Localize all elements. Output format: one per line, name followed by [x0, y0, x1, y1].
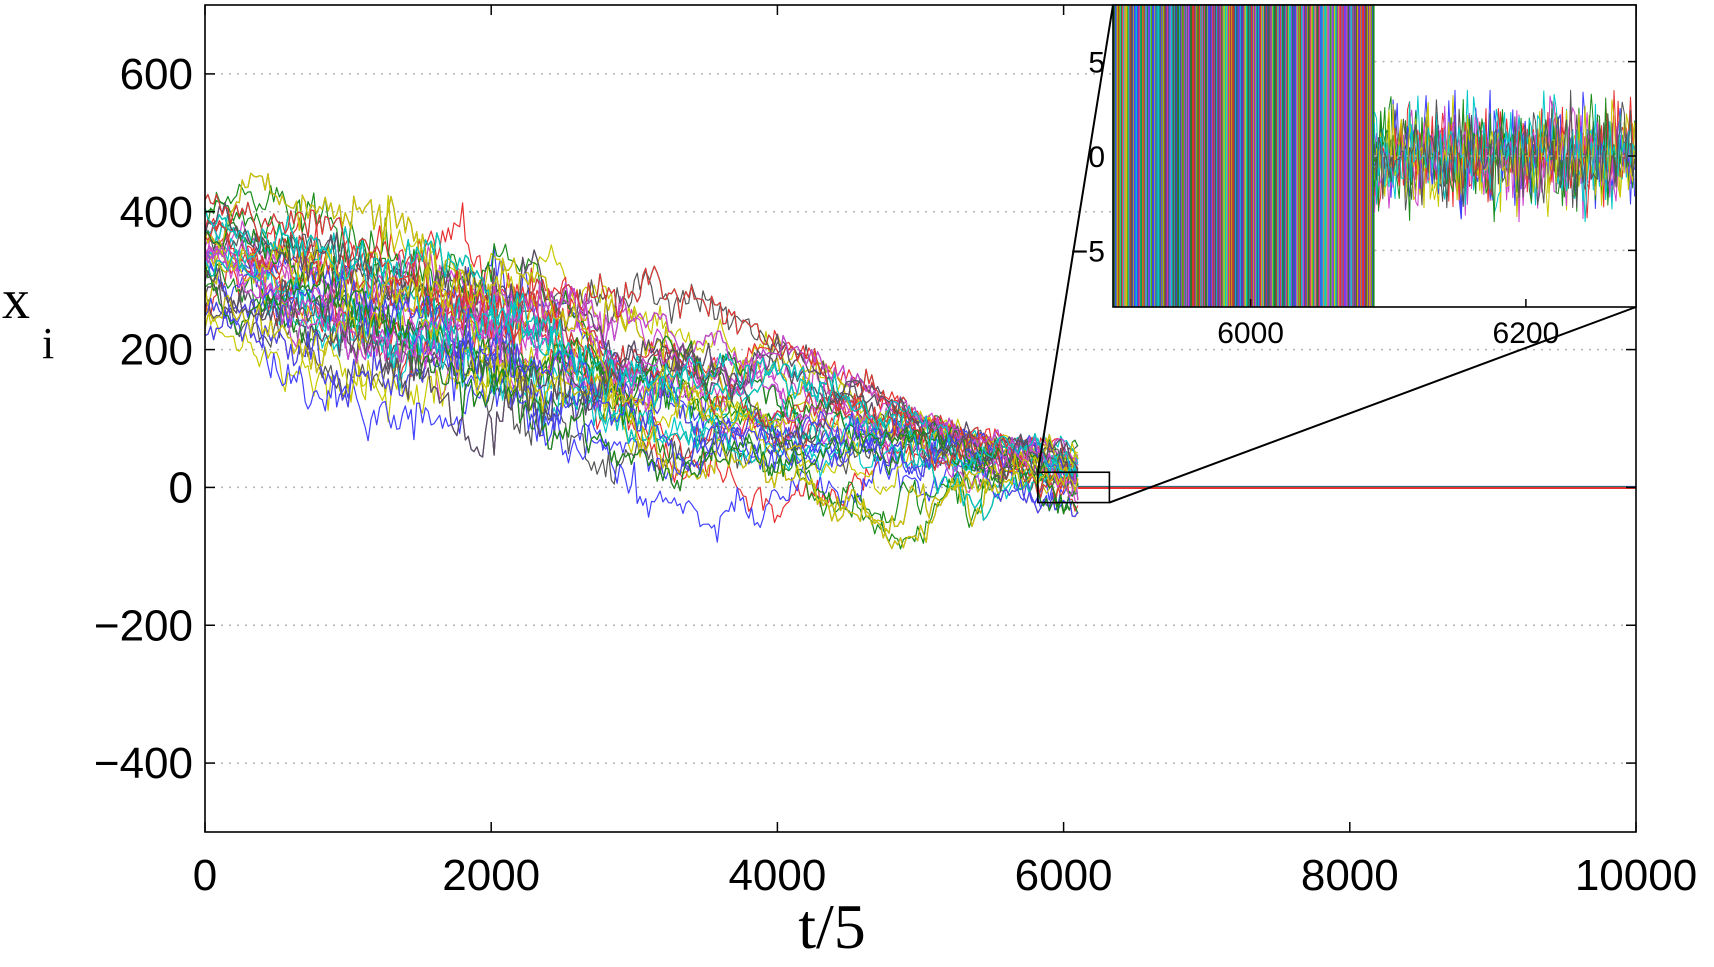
inset-x-tick-label: 6000 — [1217, 317, 1284, 350]
y-tick-label: 400 — [120, 188, 193, 237]
y-tick-label: −400 — [94, 739, 193, 788]
inset-y-tick-labels: −5 0 5 — [1071, 47, 1105, 269]
y-tick-label: 200 — [120, 326, 193, 375]
inset-plot: −5 0 5 6000 6200 — [1071, 4, 1637, 350]
x-tick-label: 4000 — [728, 851, 826, 900]
y-tick-label: 0 — [169, 463, 193, 512]
trajectory-line — [204, 207, 1079, 478]
inset-tick-marks — [1249, 60, 1636, 307]
trajectory-line — [204, 245, 1079, 501]
x-tick-label: 2000 — [442, 851, 540, 900]
trajectory-series — [204, 172, 1079, 550]
x-tick-label: 8000 — [1301, 851, 1399, 900]
inset-series-line — [1374, 95, 1636, 223]
x-tick-label: 6000 — [1015, 851, 1113, 900]
trajectory-line — [204, 220, 1078, 493]
inset-series-line — [1374, 89, 1636, 211]
y-tick-label: 600 — [120, 50, 193, 99]
inset-y-tick-label: 0 — [1088, 141, 1105, 174]
trajectory-line — [204, 257, 1079, 539]
trajectory-line — [204, 193, 1078, 496]
x-tick-label: 10000 — [1575, 851, 1697, 900]
y-axis-label-subscript: i — [42, 319, 54, 368]
zoom-connector-line — [1109, 306, 1637, 504]
x-axis-label: t/5 — [798, 891, 866, 962]
inset-y-tick-label: 5 — [1088, 47, 1105, 80]
inset-series — [1113, 5, 1636, 307]
zoom-box — [1037, 471, 1111, 504]
x-tick-label: 0 — [193, 851, 217, 900]
y-tick-label: −200 — [94, 601, 193, 650]
plot-frame — [204, 4, 1637, 833]
inset-series-line — [1374, 89, 1636, 214]
trajectory-line — [204, 221, 1079, 515]
trajectory-line — [204, 267, 1079, 493]
zoom-connector-line — [1036, 4, 1114, 473]
main-plot-area: −400 −200 0 200 400 600 0 2000 4000 6000 8000 1000… — [94, 4, 1697, 900]
inset-y-tick-label: −5 — [1071, 235, 1105, 268]
inset-x-tick-labels: 6000 6200 — [1217, 317, 1559, 350]
x-tick-labels: 0 2000 4000 6000 8000 10000 — [193, 851, 1697, 900]
inset-x-tick-label: 6200 — [1493, 317, 1560, 350]
post-collapse-series — [1077, 485, 1636, 490]
trajectory-line — [204, 260, 1079, 524]
inset-grid-lines — [1374, 60, 1636, 252]
y-axis-label: x — [2, 269, 30, 331]
y-tick-labels: −400 −200 0 200 400 600 — [94, 50, 193, 788]
